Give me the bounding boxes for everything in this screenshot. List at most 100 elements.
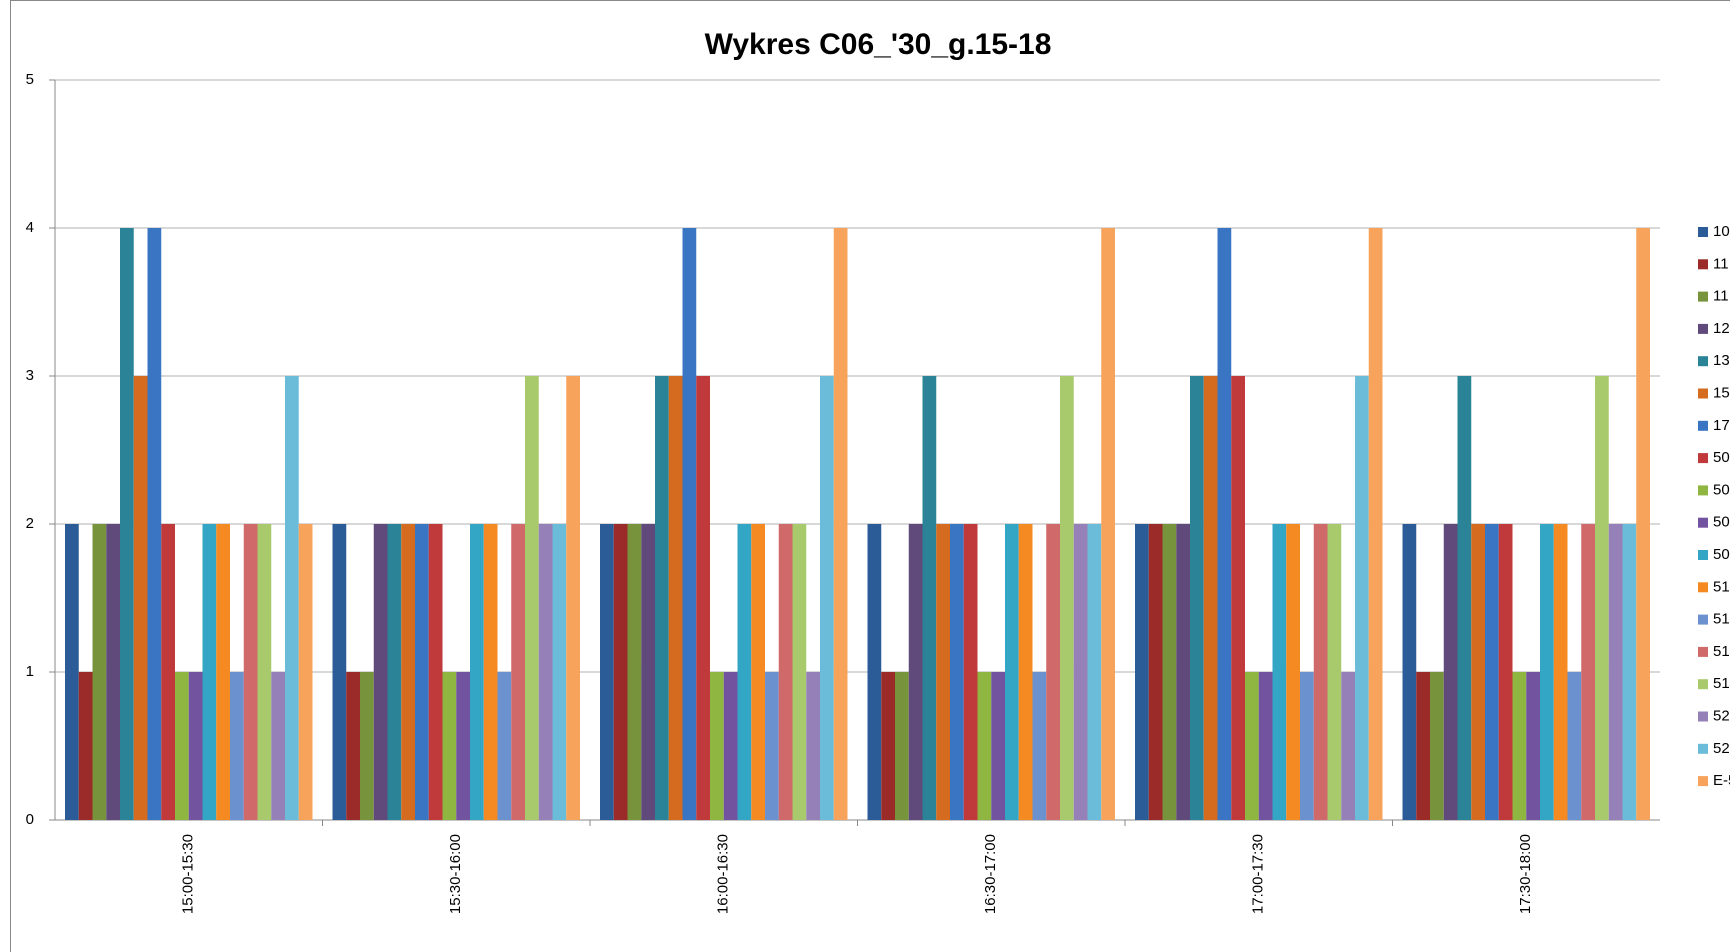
- legend-swatch: [1698, 453, 1708, 464]
- bar: [1402, 524, 1417, 820]
- bar: [65, 524, 79, 820]
- legend-swatch: [1698, 582, 1708, 593]
- y-tick-label: 2: [26, 515, 34, 532]
- bar: [1073, 524, 1088, 820]
- legend-label: 12: [1713, 320, 1730, 337]
- legend-label: 11: [1713, 255, 1729, 272]
- bar: [1032, 672, 1047, 820]
- bar: [470, 524, 484, 820]
- bar: [566, 376, 580, 820]
- bar: [1595, 376, 1609, 820]
- y-tick-label: 5: [26, 71, 34, 88]
- bar: [147, 228, 162, 820]
- bar: [332, 524, 347, 820]
- bar: [1203, 376, 1218, 820]
- bar: [1176, 524, 1190, 820]
- y-tick-label: 1: [26, 663, 34, 680]
- bar: [1060, 376, 1074, 820]
- bar: [600, 524, 614, 820]
- legend-label: 17: [1713, 417, 1730, 434]
- legend-swatch: [1698, 776, 1708, 787]
- bar: [1485, 524, 1499, 820]
- legend-label: 15: [1713, 384, 1730, 401]
- bar: [977, 672, 992, 820]
- bar: [373, 524, 388, 820]
- legend-swatch: [1698, 227, 1708, 237]
- legend-swatch: [1698, 323, 1708, 334]
- bar: [641, 524, 655, 820]
- bar: [271, 672, 285, 820]
- bar: [751, 524, 765, 820]
- bar: [806, 672, 820, 820]
- bar: [1148, 524, 1163, 820]
- bar: [1341, 672, 1355, 820]
- x-tick-label: 15:30-16:00: [447, 834, 464, 914]
- bar: [202, 524, 217, 820]
- bar: [1471, 524, 1485, 820]
- bar: [415, 524, 429, 820]
- bar: [442, 672, 457, 820]
- bar: [1313, 524, 1328, 820]
- y-tick-label: 4: [26, 219, 34, 236]
- legend-swatch: [1698, 388, 1708, 399]
- legend-label: 13: [1713, 352, 1730, 369]
- legend-swatch: [1698, 517, 1708, 528]
- legend-label: 50: [1713, 514, 1730, 531]
- legend-label: 52: [1713, 707, 1730, 724]
- bar: [655, 376, 669, 820]
- bar: [778, 524, 793, 820]
- bar: [106, 524, 120, 820]
- legend-swatch: [1698, 420, 1708, 431]
- bar: [867, 524, 882, 820]
- bar: [243, 524, 258, 820]
- bar: [1162, 524, 1177, 820]
- bar: [682, 228, 697, 820]
- bar: [78, 672, 93, 820]
- bar: [161, 524, 175, 820]
- bar: [538, 524, 553, 820]
- bar: [456, 672, 470, 820]
- bar: [991, 672, 1005, 820]
- bar: [1087, 524, 1102, 820]
- chart-title: Wykres C06_'30_g.15-18: [705, 28, 1052, 61]
- bar: [387, 524, 402, 820]
- bar: [298, 524, 313, 820]
- bar: [1286, 524, 1300, 820]
- bar: [1005, 524, 1019, 820]
- bar: [216, 524, 230, 820]
- x-tick-label: 17:00-17:30: [1250, 834, 1267, 914]
- bar: [1217, 228, 1232, 820]
- bar: [1046, 524, 1060, 820]
- bar: [1553, 524, 1568, 820]
- legend-label: 50: [1713, 481, 1730, 498]
- bar: [723, 672, 738, 820]
- bar: [936, 524, 950, 820]
- bar: [1457, 376, 1472, 820]
- bar: [627, 524, 642, 820]
- bar: [360, 672, 374, 820]
- bar: [497, 672, 512, 820]
- bar: [511, 524, 525, 820]
- bar: [1300, 672, 1314, 820]
- bar: [1258, 672, 1273, 820]
- bar: [1430, 672, 1444, 820]
- bar: [668, 376, 683, 820]
- bar: [1567, 672, 1582, 820]
- bar: [1416, 672, 1430, 820]
- x-tick-label: 16:00-16:30: [715, 834, 732, 914]
- x-tick-label: 15:00-15:30: [180, 834, 197, 914]
- bar: [1512, 672, 1527, 820]
- bar: [1443, 524, 1458, 820]
- bar: [230, 672, 244, 820]
- bar: [1190, 376, 1204, 820]
- bar: [908, 524, 923, 820]
- bar: [1272, 524, 1287, 820]
- bar: [613, 524, 628, 820]
- bar: [737, 524, 752, 820]
- bar: [133, 376, 148, 820]
- y-tick-label: 0: [26, 811, 34, 828]
- legend-swatch: [1698, 679, 1708, 690]
- bar: [525, 376, 539, 820]
